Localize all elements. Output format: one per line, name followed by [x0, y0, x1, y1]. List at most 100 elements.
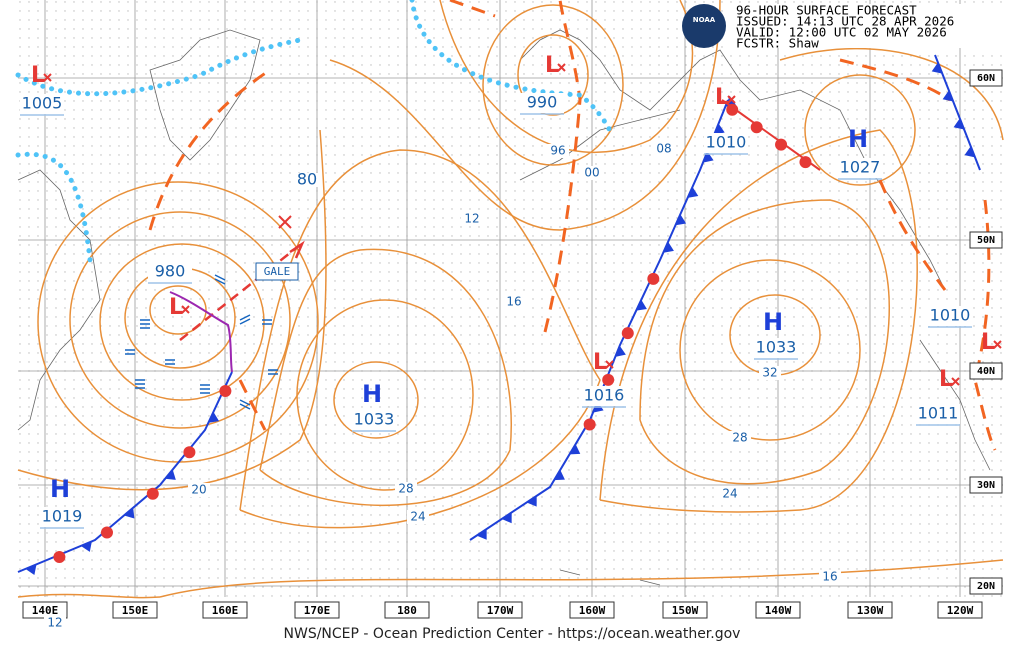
isobar-label: 28: [732, 431, 747, 445]
center-symbol: L: [31, 63, 45, 88]
lon-label-box: [847, 601, 893, 619]
pressure-box: [40, 507, 84, 527]
pressure-box: [582, 386, 626, 406]
lon-label-box: [662, 601, 708, 619]
pressure-label: 1010: [706, 133, 747, 152]
lat-label: 30N: [977, 480, 995, 491]
lon-label-box: [294, 601, 340, 619]
lon-label-box: [937, 601, 983, 619]
warm-front-marker: [775, 138, 788, 151]
lat-label-box: [969, 69, 1003, 87]
ice-edge: [15, 0, 615, 263]
lon-label: 170E: [304, 604, 331, 617]
isobar-label-bg: [819, 570, 841, 584]
center-symbol: L: [169, 295, 183, 320]
wind-barbs: [125, 274, 278, 410]
isobar-label-bg: [729, 431, 751, 445]
header-line: ISSUED: 14:13 UTC 28 APR 2026: [736, 14, 954, 29]
isobar-label-bg: [759, 366, 781, 380]
lon-label: 180: [397, 604, 417, 617]
center-symbol: L: [939, 367, 953, 392]
lon-label-box: [202, 601, 248, 619]
center-symbol: H: [763, 308, 783, 336]
isobar-label: 16: [822, 570, 837, 584]
isobar-label-bg: [719, 487, 741, 501]
center-symbol: H: [362, 380, 382, 408]
logo-text: NOAA: [693, 16, 716, 24]
lon-label: 150E: [122, 604, 149, 617]
cold-front-marker: [124, 507, 135, 519]
lon-label: 160E: [212, 604, 239, 617]
cold-front-marker: [554, 469, 565, 481]
noaa-logo: [682, 4, 726, 48]
lon-label: 160W: [579, 604, 606, 617]
isobar-label: 80: [297, 170, 317, 189]
cold-front-marker: [636, 299, 647, 311]
lat-label-box: [969, 231, 1003, 249]
lon-label: 120W: [947, 604, 974, 617]
lat-label: 60N: [977, 73, 995, 84]
isobar-label: 12: [464, 212, 479, 226]
center-x: [557, 63, 566, 72]
warm-front-marker: [750, 121, 763, 134]
isobar-label-bg: [503, 295, 525, 309]
pressure-label: 1016: [584, 386, 625, 405]
warm-front-marker: [146, 487, 159, 500]
center-x: [43, 73, 52, 82]
center-symbol: L: [981, 330, 995, 355]
cold-front-marker: [942, 90, 954, 102]
cold-front-marker: [501, 512, 512, 524]
front-line: [17, 371, 233, 573]
pressure-box: [838, 158, 882, 178]
labels: 140E 150E 160E 170E 180 170W 160W 150W 140W 130W 1…: [20, 53, 1003, 630]
cold-front-marker: [476, 528, 487, 540]
lon-label: 170W: [487, 604, 514, 617]
isobar-label-bg: [296, 173, 318, 187]
gale-label: GALE: [264, 265, 291, 278]
center-symbol: L: [715, 85, 729, 110]
cold-front-marker: [165, 469, 176, 480]
pressure-label: 1027: [840, 158, 881, 177]
lon-label: 140E: [32, 604, 59, 617]
cold-front-marker: [964, 146, 976, 158]
center-symbol: H: [848, 125, 868, 153]
pressure-box: [754, 338, 798, 358]
isobar-label-bg: [547, 144, 569, 158]
isobar-label-bg: [44, 616, 66, 630]
lon-label: 130W: [857, 604, 884, 617]
footer: NWS/NCEP - Ocean Prediction Center - htt…: [284, 626, 741, 642]
cold-front-marker: [569, 444, 581, 455]
lat-label: 50N: [977, 235, 995, 246]
isobar-label-bg: [581, 166, 603, 180]
warm-front-marker: [183, 446, 196, 459]
center-symbol: L: [593, 350, 607, 375]
lon-label-box: [569, 601, 615, 619]
cold-front-marker: [687, 186, 699, 198]
isobar-label-bg: [461, 212, 483, 226]
gale-box: [255, 262, 299, 281]
isobar-label: 24: [722, 487, 737, 501]
center-symbol: H: [50, 475, 70, 503]
center-symbol: L: [545, 53, 559, 78]
cold-front-marker: [702, 151, 714, 163]
cold-front-marker: [25, 564, 37, 575]
lon-label-box: [384, 601, 430, 619]
warm-front-marker: [602, 373, 615, 386]
isobar-label: 32: [762, 366, 777, 380]
center-x: [951, 377, 960, 386]
lat-label-box: [969, 476, 1003, 494]
header-line: FCSTR: Shaw: [736, 36, 819, 51]
center-x: [993, 340, 1002, 349]
isobar-label: 16: [506, 295, 521, 309]
pressure-box: [520, 93, 564, 113]
warm-front-marker: [219, 384, 232, 397]
cold-front-marker: [526, 495, 537, 507]
pressure-label: 1005: [22, 94, 63, 113]
isobar-label: 24: [410, 510, 425, 524]
isobars: [17, 0, 1004, 599]
warm-front-marker: [799, 156, 812, 169]
header-box: [730, 4, 1002, 48]
pressure-box: [928, 306, 972, 326]
isobar-label-bg: [407, 510, 429, 524]
